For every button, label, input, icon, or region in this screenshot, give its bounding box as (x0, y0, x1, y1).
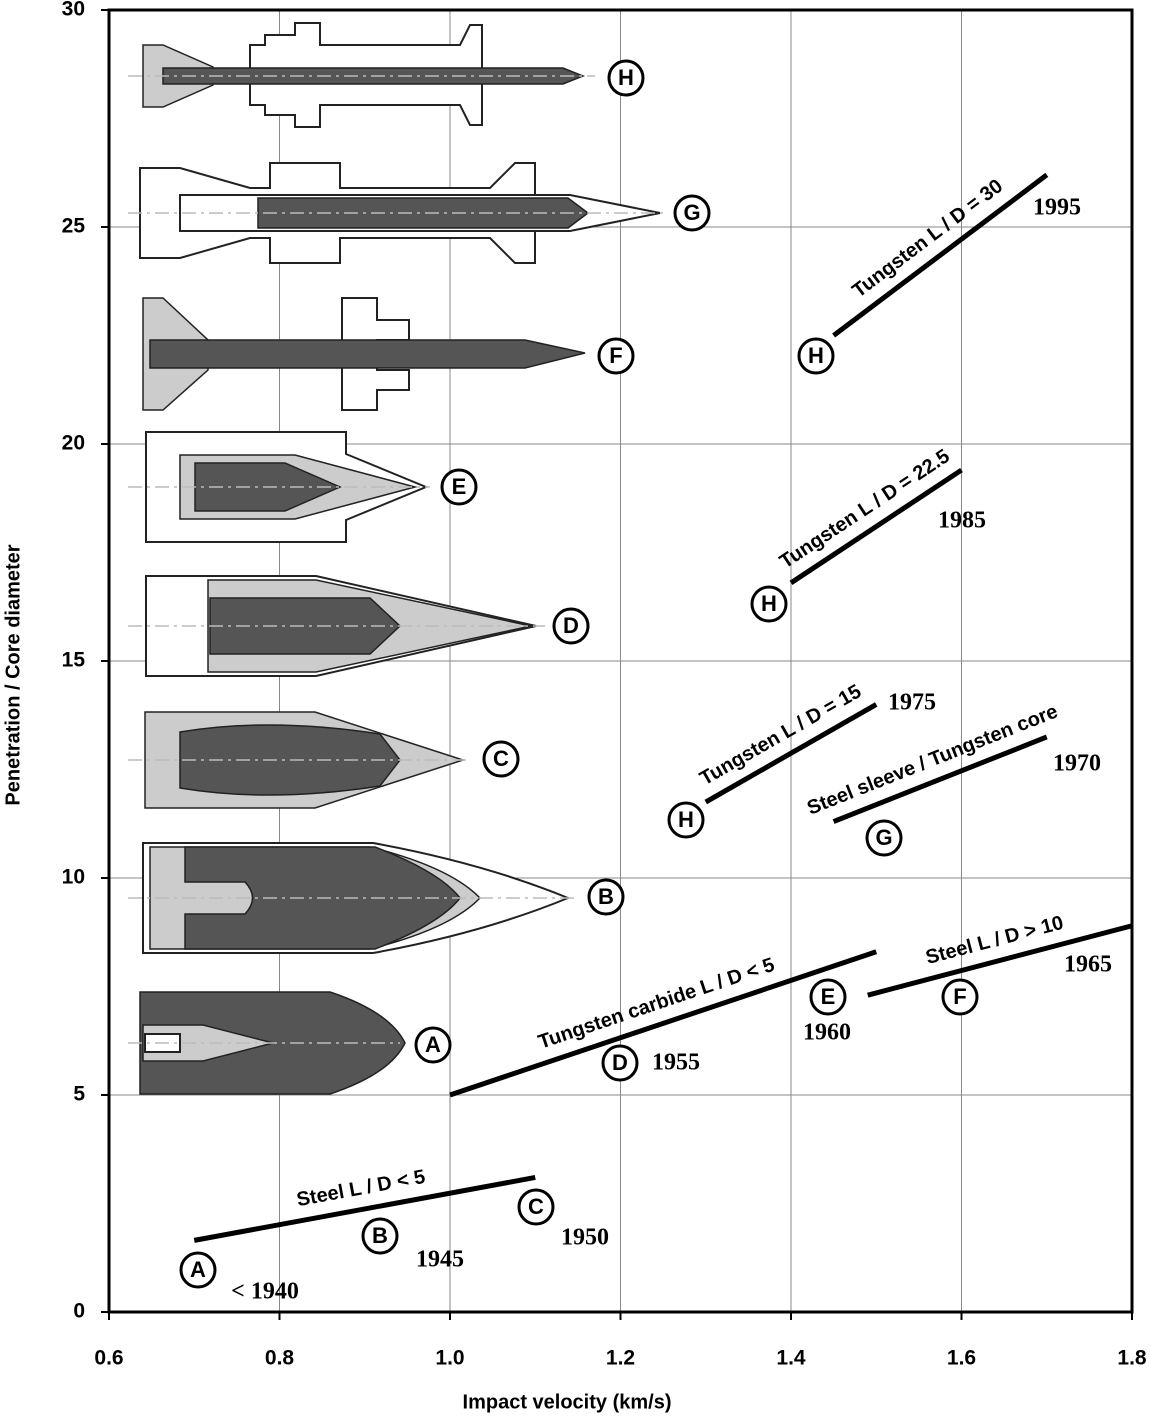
annotation-year: 1975 (888, 690, 936, 716)
data-line (449, 949, 878, 1098)
annotation-letter: D (563, 613, 579, 638)
y-tick-label: 20 (62, 432, 85, 455)
projectile-g (128, 162, 665, 264)
annotation-circle (179, 1251, 217, 1289)
annotation-circle (482, 740, 520, 778)
y-tick-label: 15 (62, 649, 86, 672)
annotation-letter: F (609, 343, 622, 368)
annotation-letter: B (598, 884, 614, 909)
annotation-letter: C (528, 1194, 544, 1219)
annotation-year: 1950 (561, 1225, 609, 1251)
annotation-letter: D (612, 1050, 628, 1075)
series-label: Tungsten L / D = 22.5 (776, 445, 954, 573)
y-tick-label: 25 (62, 215, 86, 238)
annotation-year: 1955 (652, 1050, 700, 1076)
annotation-letter: H (761, 591, 777, 616)
data-line (704, 702, 878, 805)
annotation-letter: G (683, 200, 700, 225)
projectile-drawings (128, 22, 665, 1095)
data-line (789, 467, 963, 585)
y-tick-label: 5 (73, 1083, 85, 1106)
y-tick-label: 30 (62, 0, 85, 21)
data-line (193, 1175, 536, 1243)
series-label: Steel L / D < 5 (295, 1166, 427, 1211)
annotation-circle (607, 59, 645, 97)
annotation-circle (414, 1026, 452, 1064)
annotation-circle (440, 468, 478, 506)
annotation-letter: A (190, 1257, 206, 1282)
annotation-year: 1965 (1064, 952, 1112, 978)
annotation-letter: G (875, 825, 892, 850)
projectile-b (128, 842, 575, 954)
y-axis-title: Penetration / Core diameter (2, 544, 24, 805)
annotation-letter: F (953, 984, 966, 1009)
y-tick-label: 10 (62, 866, 85, 889)
annotation-circle (587, 878, 625, 916)
series-label: Tungsten carbide L / D < 5 (536, 954, 778, 1054)
annotation-circle (865, 819, 903, 857)
x-axis-title: Impact velocity (km/s) (463, 1391, 672, 1413)
annotation-letter: H (618, 65, 634, 90)
series-label: Steel sleeve / Tungsten core (804, 700, 1061, 819)
annotation-circle (809, 978, 847, 1016)
projectile-e (128, 431, 430, 543)
annotation-circle (517, 1188, 555, 1226)
data-line (832, 734, 1048, 824)
annotation-letter: E (452, 474, 467, 499)
x-tick-label: 1.0 (435, 1347, 464, 1370)
annotation-circle (597, 337, 635, 375)
annotation-letter: H (678, 807, 694, 832)
annotation-circle (797, 337, 835, 375)
annotation-year: < 1940 (231, 1279, 299, 1305)
projectile-a (128, 991, 406, 1095)
projectile-c (128, 711, 470, 809)
projectile-d (128, 575, 545, 677)
plot-frame (107, 8, 1134, 1314)
annotation-letter: H (808, 343, 824, 368)
annotation-circle (601, 1044, 639, 1082)
x-tick-label: 0.8 (265, 1347, 295, 1370)
x-tick-label: 1.4 (776, 1347, 806, 1370)
annotation-letter: B (372, 1223, 388, 1248)
annotation-letter: A (425, 1032, 441, 1057)
annotation-year: 1970 (1053, 751, 1101, 777)
data-line (832, 172, 1049, 338)
annotation-circle (941, 978, 979, 1016)
projectile-h (128, 22, 595, 128)
x-tick-label: 1.2 (606, 1347, 635, 1370)
y-tick-label: 0 (73, 1300, 85, 1323)
annotation-circle (673, 194, 711, 232)
annotation-year: 1995 (1033, 195, 1081, 221)
annotation-year: 1985 (938, 508, 986, 534)
x-tick-label: 1.8 (1117, 1347, 1147, 1370)
annotation-year: 1960 (803, 1020, 851, 1046)
annotation-year: 1945 (416, 1247, 464, 1273)
x-tick-label: 1.6 (947, 1347, 976, 1370)
annotation-letter: C (493, 746, 509, 771)
series-label: Tungsten L / D = 30 (848, 175, 1007, 302)
annotation-circle (667, 801, 705, 839)
series-label: Tungsten L / D = 15 (696, 680, 865, 790)
annotation-circle (750, 585, 788, 623)
x-tick-label: 0.6 (94, 1347, 123, 1370)
annotation-circle (361, 1217, 399, 1255)
annotation-letter: E (821, 984, 836, 1009)
annotation-circle (552, 607, 590, 645)
projectile-f (142, 297, 586, 411)
data-line (867, 923, 1133, 998)
